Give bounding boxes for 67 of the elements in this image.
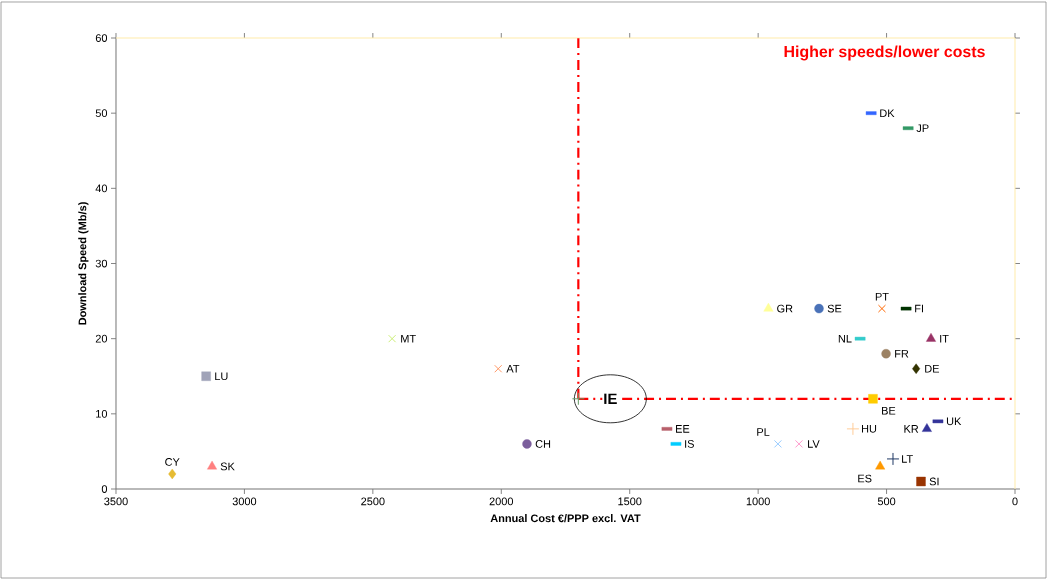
y-tick-label: 60 [95,34,108,42]
series-label: FR [895,349,909,358]
x-tick-label: 0 [1012,497,1018,506]
y-tick-label: 0 [101,485,108,493]
series-label: UK [946,417,962,426]
point [814,303,824,314]
point [494,364,503,373]
series-label: GR [777,304,793,313]
point [877,304,886,313]
series-label: FI [915,304,923,313]
series-label: LT [902,455,913,463]
series-label: SK [220,462,235,471]
y-tick-label: 40 [95,184,108,193]
series-label: BE [882,406,896,415]
x-axis-title: Annual Cost €/PPP excl. VAT [490,514,641,523]
point [875,460,886,470]
x-tick-label: 3000 [232,497,257,506]
point [388,334,397,343]
x-tick-label: 3500 [104,497,128,506]
series-label: SI [929,477,939,486]
point [881,349,891,359]
x-tick-label: 1500 [618,497,642,506]
series-label: NL [838,334,852,343]
point [846,422,860,436]
series-label: AT [506,364,520,373]
point [886,452,900,466]
point [207,460,217,470]
point [168,468,177,480]
series-label: HU [862,425,877,433]
series-label: IS [685,440,694,448]
y-tick-label: 50 [95,109,108,118]
series-label: MT [401,334,416,343]
series-label: CY [165,458,180,466]
point [794,439,803,448]
x-tick-label: 2500 [361,497,385,506]
series-label: LV [808,440,820,448]
series-label: DE [925,364,940,373]
series-label: IT [940,334,949,343]
point [912,363,921,374]
x-tick-label: 2000 [489,497,514,506]
series-label: KR [904,425,919,433]
x-tick-label: 1000 [746,497,770,506]
y-tick-label: 20 [95,334,108,343]
series-label: ES [858,474,872,483]
series-label: LU [215,372,228,381]
point [868,394,878,404]
series-label: DK [880,109,895,117]
point [201,371,211,381]
y-tick-label: 10 [96,409,108,418]
point [773,439,782,448]
point [916,476,926,487]
y-axis-title: Download Speed (Mb/s) [78,202,89,325]
point [926,332,936,342]
series-label: PT [875,292,889,301]
series-label: JP [916,124,929,133]
point [921,423,932,432]
point [522,439,532,449]
point [571,392,585,406]
annotation: IE [604,393,617,404]
x-tick-label: 500 [877,497,896,506]
point [763,302,774,312]
series-label: PL [757,428,770,436]
series-label: SE [827,304,842,313]
annotation: Higher speeds/lower costs [784,45,985,61]
series-label: EE [676,425,690,433]
y-tick-label: 30 [95,259,108,268]
series-label: CH [535,440,551,448]
